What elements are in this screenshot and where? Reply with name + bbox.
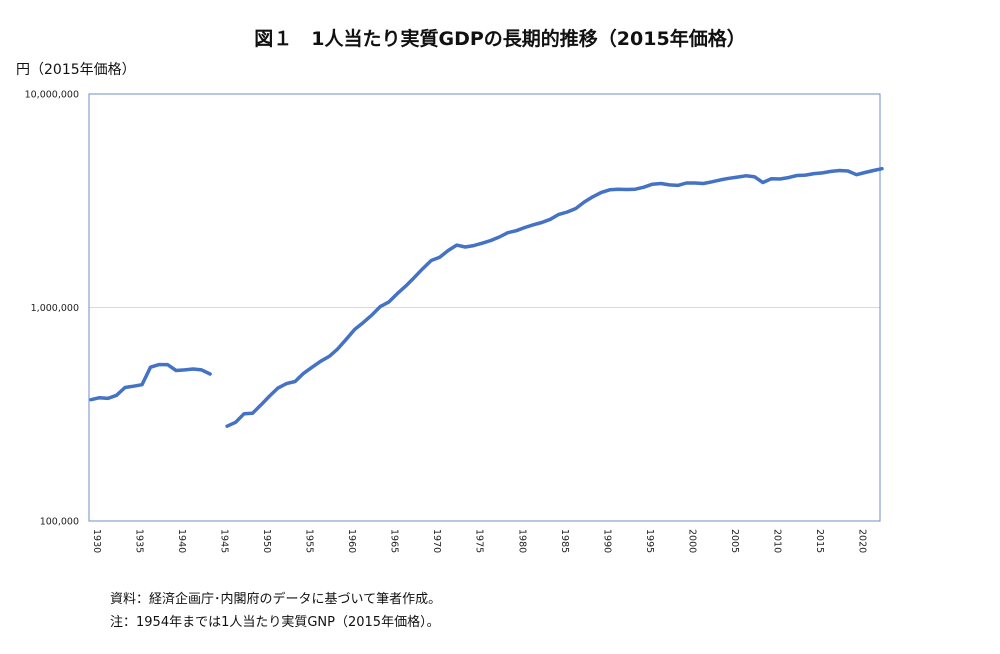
x-tick-label: 1995 bbox=[644, 529, 655, 553]
x-tick-label: 2005 bbox=[729, 529, 740, 553]
x-tick-label: 1965 bbox=[389, 529, 400, 553]
x-tick-label: 1970 bbox=[431, 529, 442, 553]
y-axis-ticks: 100,000 1,000,000 10,000,000 bbox=[25, 90, 79, 528]
footnotes: 資料：経済企画庁･内閣府のデータに基づいて筆者作成。 注：1954年までは1人当… bbox=[110, 588, 441, 634]
y-tick-label: 1,000,000 bbox=[31, 303, 79, 314]
x-tick-label: 2015 bbox=[814, 529, 825, 553]
x-tick-label: 1955 bbox=[304, 529, 315, 553]
y-tick-label: 100,000 bbox=[40, 517, 79, 528]
x-tick-label: 1930 bbox=[91, 529, 102, 553]
plot-area-frame bbox=[88, 93, 881, 522]
x-tick-label: 2020 bbox=[856, 529, 867, 553]
x-tick-label: 1945 bbox=[219, 529, 230, 553]
x-tick-label: 2010 bbox=[771, 529, 782, 553]
x-tick-label: 1935 bbox=[134, 529, 145, 553]
series-lines bbox=[89, 166, 884, 428]
chart-title: 図１ 1人当たり実質GDPの長期的推移（2015年価格） bbox=[254, 28, 746, 50]
series-line-segment bbox=[225, 166, 884, 428]
x-tick-label: 1985 bbox=[559, 529, 570, 553]
source-note: 資料：経済企画庁･内閣府のデータに基づいて筆者作成。 bbox=[110, 592, 442, 607]
series-line-segment bbox=[89, 362, 212, 402]
y-axis-label: 円（2015年価格） bbox=[16, 62, 136, 78]
x-tick-label: 1940 bbox=[176, 529, 187, 553]
y-tick-label: 10,000,000 bbox=[25, 90, 79, 101]
x-tick-label: 1990 bbox=[601, 529, 612, 553]
x-tick-label: 1980 bbox=[516, 529, 527, 553]
x-tick-label: 1975 bbox=[474, 529, 485, 553]
x-axis-ticks: 1930 1935 1940 1945 1950 1955 1960 1965 1970 1975… bbox=[91, 529, 867, 553]
x-tick-label: 1960 bbox=[346, 529, 357, 553]
x-tick-label: 2000 bbox=[686, 529, 697, 553]
footnote: 注：1954年までは1人当たり実質GNP（2015年価格）。 bbox=[110, 615, 440, 630]
x-tick-label: 1950 bbox=[261, 529, 272, 553]
